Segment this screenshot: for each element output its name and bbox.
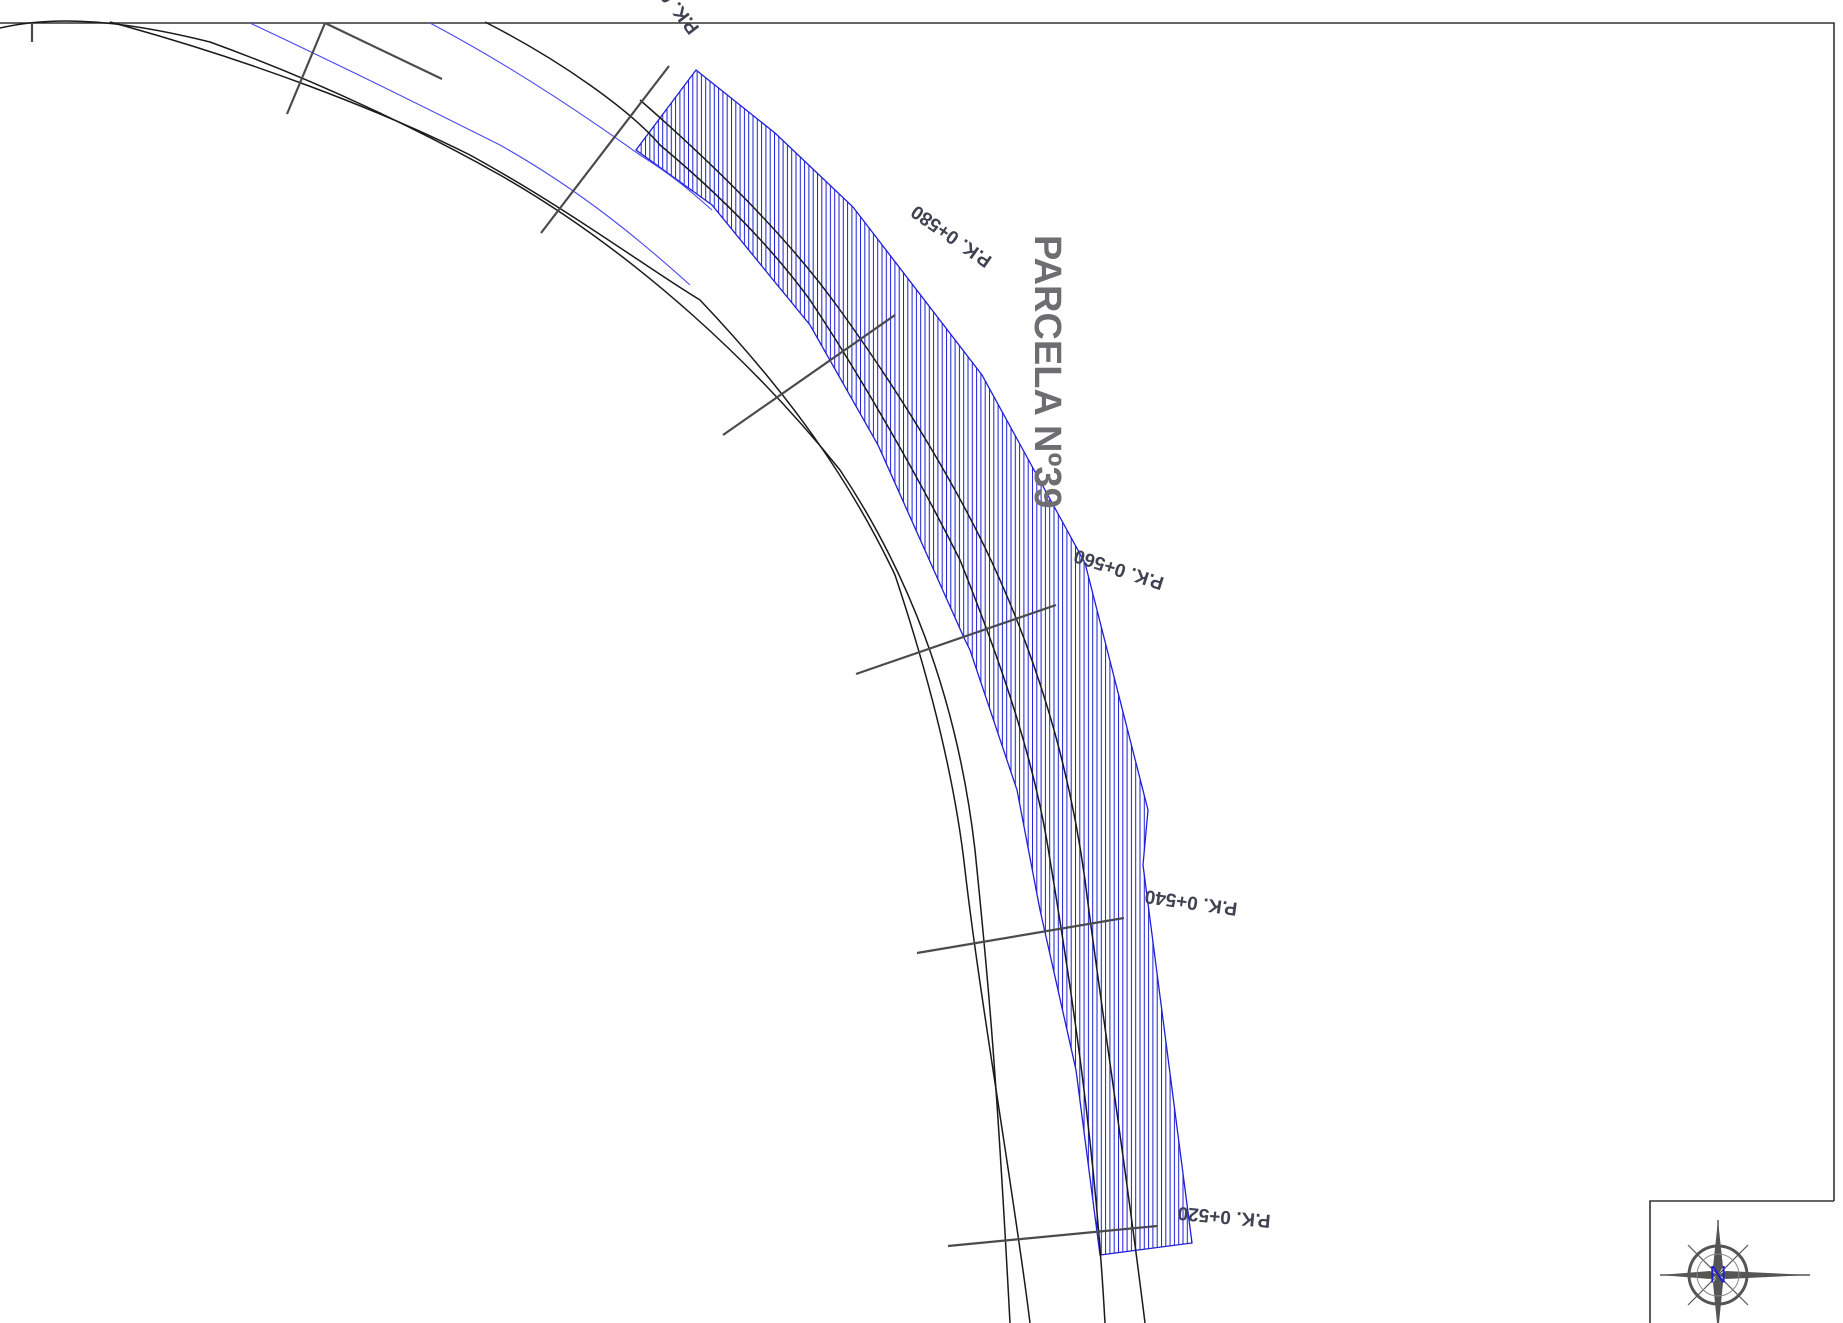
sheet-frame (0, 22, 1835, 1323)
parcel-label: PARCELA Nº39 (1026, 235, 1068, 509)
road-edge-outer-2 (109, 21, 1031, 1323)
road-edge-inner-2 (639, 99, 1146, 1323)
station-label-0580: P.K. 0+580 (908, 200, 996, 271)
station-tick-upper-left-b (324, 22, 443, 80)
station-tick-0540 (916, 916, 1125, 955)
station-tick-upper-left-a (285, 22, 327, 115)
road-edge-outer-1 (0, 20, 1011, 1323)
station-label-0600: P.K. 0+600 (630, 0, 704, 38)
station-label-0520: P.K. 0+520 (1177, 1202, 1272, 1231)
north-letter: N (1709, 1260, 1726, 1287)
station-tick-0580 (722, 314, 896, 436)
station-tick-0600 (540, 65, 670, 234)
station-tick-0520 (947, 1224, 1158, 1248)
station-label-0540: P.K. 0+540 (1144, 885, 1239, 919)
station-tick-0560 (855, 603, 1057, 676)
station-ticks (30, 22, 1158, 1248)
compass-rose-icon: N (1660, 1220, 1810, 1323)
parcel-39-hatched-area[interactable] (635, 69, 1193, 1256)
road-edge-lines (0, 20, 1146, 1323)
road-edge-inner-1 (484, 21, 1106, 1323)
right-of-way-line-1 (249, 22, 691, 286)
